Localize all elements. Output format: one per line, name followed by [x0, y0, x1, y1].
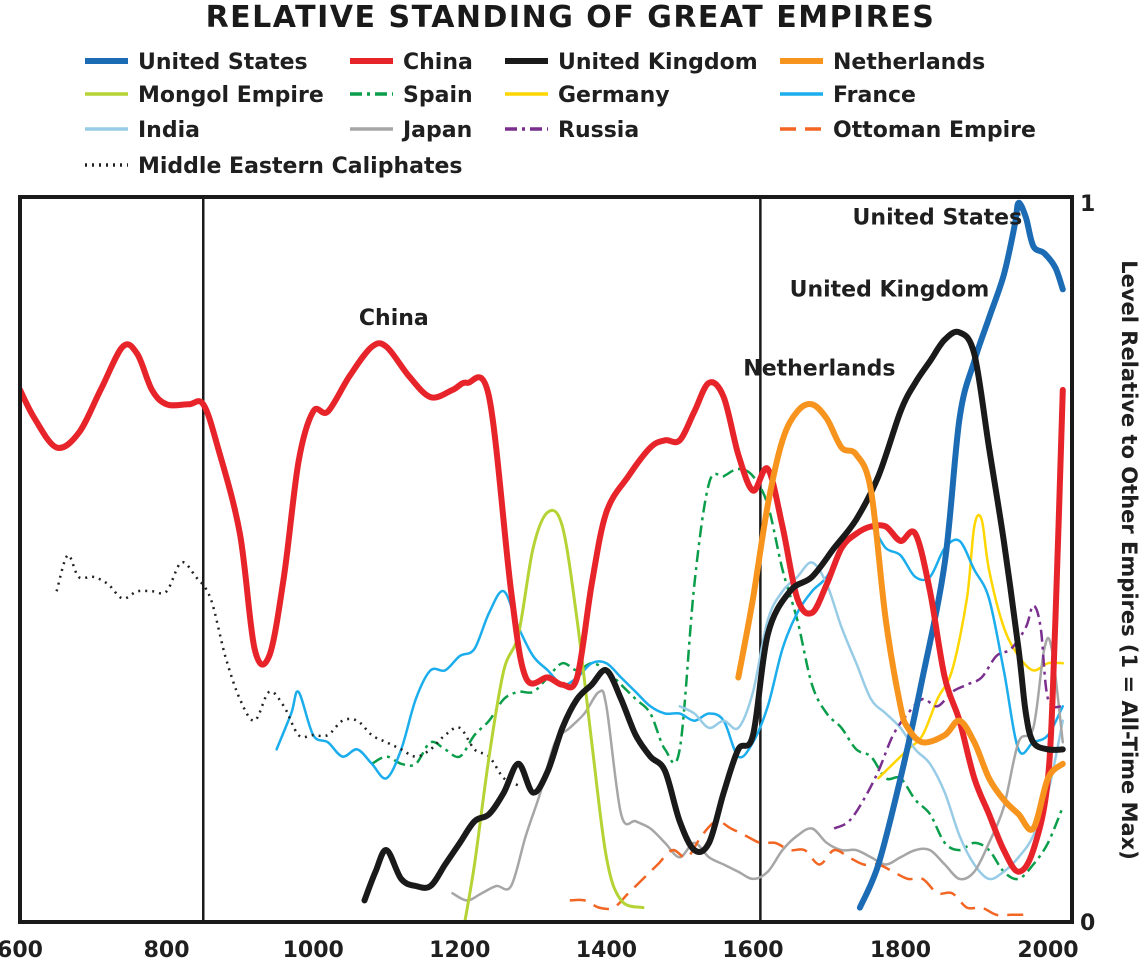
x-tick-label-1800: 1800: [870, 938, 931, 961]
x-tick-label-2000: 2000: [1017, 938, 1078, 961]
x-tick-label-1400: 1400: [576, 938, 637, 961]
series-line-middle-eastern-caliphates: [55, 554, 519, 787]
y-axis-ticks: 01: [1080, 192, 1095, 936]
x-tick-label-800: 800: [144, 938, 190, 961]
y-tick-label-0: 0: [1080, 911, 1095, 936]
series-line-russia: [833, 604, 1064, 830]
legend-label-united-states: United States: [138, 50, 308, 75]
annotations: China Netherlands United Kingdom United Sta…: [359, 206, 1022, 382]
series-line-ottoman-empire: [569, 819, 1026, 917]
series-line-spain: [371, 467, 1064, 881]
legend-item-spain: Spain: [350, 83, 473, 108]
legend-label-spain: Spain: [403, 83, 473, 108]
y-tick-label-1: 1: [1080, 192, 1095, 217]
legend-label-russia: Russia: [558, 118, 639, 143]
legend-item-russia: Russia: [505, 118, 639, 143]
x-tick-label-1000: 1000: [283, 938, 344, 961]
legend-label-france: France: [833, 83, 916, 108]
legend-item-united-kingdom: United Kingdom: [505, 50, 758, 75]
series-line-netherlands: [735, 401, 1066, 833]
legend-label-ottoman-empire: Ottoman Empire: [833, 118, 1036, 143]
annotation-united-states: United States: [853, 206, 1023, 231]
annotation-china: China: [359, 306, 429, 331]
legend-item-germany: Germany: [505, 83, 670, 108]
legend-label-united-kingdom: United Kingdom: [558, 50, 758, 75]
legend-item-japan: Japan: [350, 118, 472, 143]
y-axis-label: Level Relative to Other Empires (1 = All…: [1117, 260, 1141, 860]
legend-label-china: China: [403, 50, 473, 75]
chart-title: RELATIVE STANDING OF GREAT EMPIRES: [205, 0, 936, 35]
series-line-united-states: [856, 199, 1066, 911]
legend-item-ottoman-empire: Ottoman Empire: [780, 118, 1036, 143]
series-line-india: [678, 561, 1065, 881]
legend-item-china: China: [350, 50, 473, 75]
plot-frame: [18, 195, 1074, 924]
series-line-mongol-empire: [463, 508, 645, 920]
legend-label-middle-eastern-caliphates: Middle Eastern Caliphates: [138, 154, 463, 179]
legend-item-france: France: [780, 83, 916, 108]
legend-item-united-states: United States: [85, 50, 308, 75]
legend: United States China United Kingdom Netherla…: [85, 50, 1036, 179]
legend-item-mongol-empire: Mongol Empire: [85, 83, 324, 108]
series-line-united-kingdom: [361, 328, 1066, 904]
legend-item-netherlands: Netherlands: [780, 50, 985, 75]
x-tick-label-1200: 1200: [429, 938, 490, 961]
x-tick-label-600: 600: [0, 938, 43, 961]
x-tick-label-1600: 1600: [722, 938, 783, 961]
annotation-netherlands: Netherlands: [743, 357, 895, 382]
legend-label-india: India: [138, 118, 200, 143]
legend-label-japan: Japan: [401, 118, 472, 143]
x-axis-ticks: 600 800 1000 1200 1400 1600 1800 2000: [0, 938, 1079, 961]
annotation-united-kingdom: United Kingdom: [790, 277, 990, 302]
legend-item-middle-eastern-caliphates: Middle Eastern Caliphates: [85, 154, 463, 179]
legend-label-netherlands: Netherlands: [833, 50, 985, 75]
legend-label-germany: Germany: [558, 83, 670, 108]
series-line-china: [22, 340, 1066, 875]
legend-label-mongol-empire: Mongol Empire: [138, 83, 324, 108]
series-layer: [22, 199, 1066, 920]
legend-item-india: India: [85, 118, 200, 143]
